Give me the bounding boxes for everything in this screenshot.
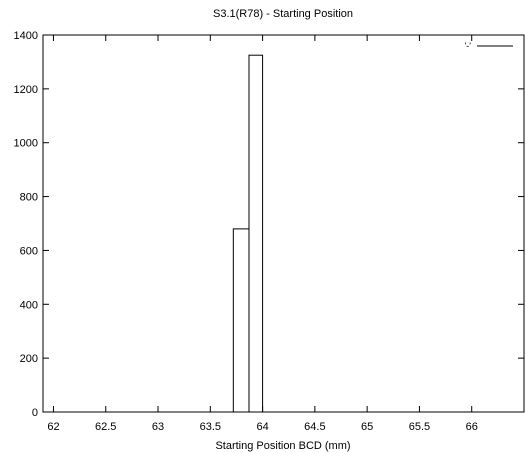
legend-label: '-' bbox=[465, 41, 472, 51]
y-tick-label: 200 bbox=[20, 353, 38, 365]
y-tick-label: 1000 bbox=[14, 138, 38, 150]
y-tick-label: 400 bbox=[20, 299, 38, 311]
x-tick-label: 62.5 bbox=[95, 421, 116, 433]
y-tick-label: 1200 bbox=[14, 84, 38, 96]
x-tick-label: 64 bbox=[256, 421, 268, 433]
y-tick-label: 800 bbox=[20, 192, 38, 204]
x-axis: 62 62.5 63 63.5 64 64.5 65 65.5 66 bbox=[47, 35, 478, 433]
legend: '-' bbox=[465, 41, 513, 51]
x-tick-label: 63 bbox=[152, 421, 164, 433]
y-tick-label: 600 bbox=[20, 245, 38, 257]
x-tick-label: 65 bbox=[361, 421, 373, 433]
histogram-bars bbox=[232, 54, 264, 413]
chart-title: S3.1(R78) - Starting Position bbox=[213, 8, 353, 20]
histogram-bar bbox=[248, 54, 264, 413]
y-tick-label: 0 bbox=[32, 407, 38, 419]
x-tick-label: 62 bbox=[47, 421, 59, 433]
x-tick-label: 65.5 bbox=[409, 421, 430, 433]
y-tick-label: 1400 bbox=[14, 30, 38, 42]
x-tick-label: 64.5 bbox=[304, 421, 325, 433]
x-tick-label: 66 bbox=[466, 421, 478, 433]
y-axis: 0 200 400 600 800 1000 1200 1400 bbox=[14, 30, 524, 419]
x-axis-label: Starting Position BCD (mm) bbox=[215, 440, 350, 452]
plot-frame bbox=[42, 34, 525, 413]
x-tick-label: 63.5 bbox=[200, 421, 221, 433]
histogram-bar bbox=[232, 228, 250, 413]
